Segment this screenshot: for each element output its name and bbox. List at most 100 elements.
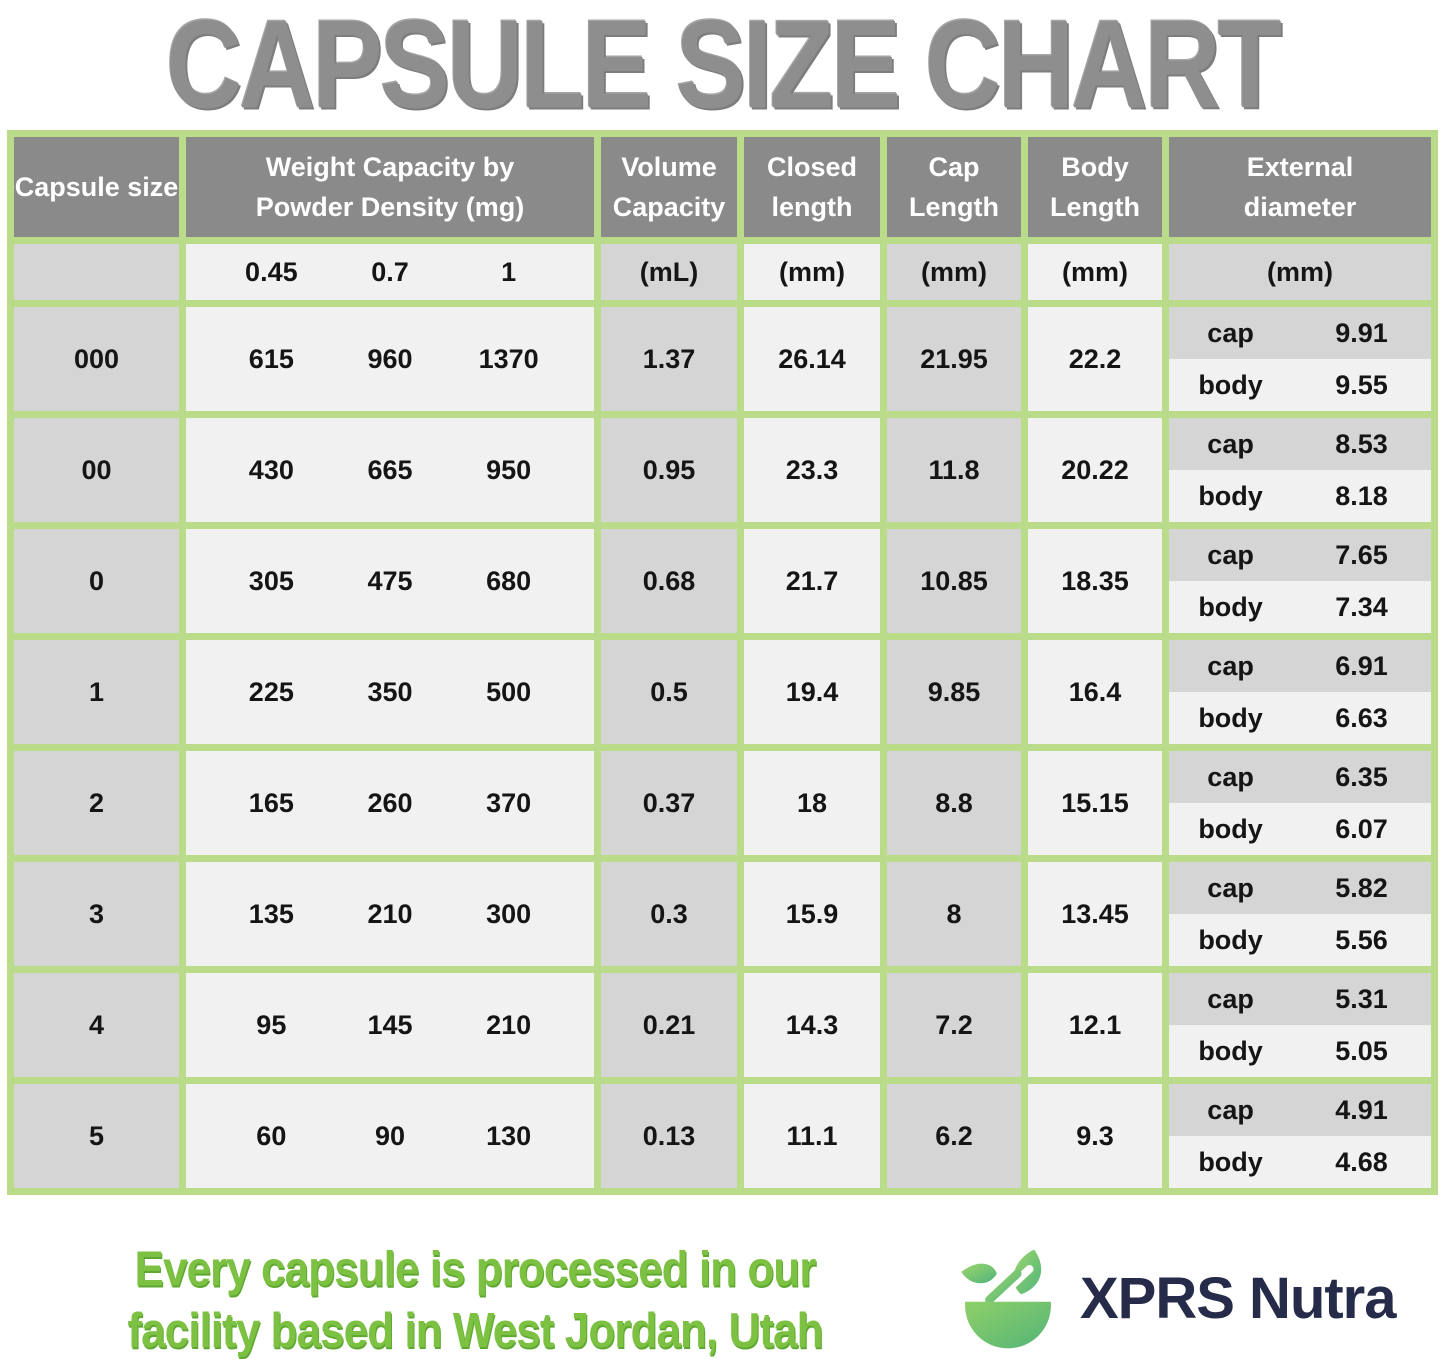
body-length-cell: 12.1	[1028, 973, 1162, 1077]
external-cap-row: cap 5.82	[1169, 862, 1431, 914]
body-length-cell: 16.4	[1028, 640, 1162, 744]
body-length-cell: 15.15	[1028, 751, 1162, 855]
header-line: length	[771, 192, 853, 222]
body-length-cell: 9.3	[1028, 1084, 1162, 1188]
external-diameter-cell: cap 4.91 body 4.68	[1169, 1084, 1431, 1188]
external-body-row: body 6.63	[1169, 692, 1431, 744]
external-cap-row: cap 8.53	[1169, 418, 1431, 470]
external-cap-row: cap 9.91	[1169, 307, 1431, 359]
capsule-size-cell: 4	[14, 973, 179, 1077]
external-diameter-cell: cap 6.91 body 6.63	[1169, 640, 1431, 744]
column-header-weight-capacity: Weight Capacity by Powder Density (mg)	[186, 137, 594, 237]
body-length-cell: 20.22	[1028, 418, 1162, 522]
volume-cell: 0.3	[601, 862, 737, 966]
facility-note-line1: Every capsule is processed in our	[134, 1240, 817, 1297]
header-line: Weight Capacity by	[265, 151, 515, 182]
subheader-cap-unit: (mm)	[887, 244, 1021, 300]
weight-cell: 95 145 210	[186, 973, 594, 1077]
external-cap-row: cap 6.35	[1169, 751, 1431, 803]
header-line: Length	[1050, 192, 1140, 222]
external-cap-row: cap 6.91	[1169, 640, 1431, 692]
weight-cell: 225 350 500	[186, 640, 594, 744]
column-header-closed-length: Closed length	[744, 137, 880, 237]
closed-length-cell: 15.9	[744, 862, 880, 966]
closed-length-cell: 18	[744, 751, 880, 855]
weight-cell: 135 210 300	[186, 862, 594, 966]
external-body-row: body 8.18	[1169, 470, 1431, 522]
volume-cell: 0.5	[601, 640, 737, 744]
facility-note: Every capsule is processed in our facili…	[10, 1238, 941, 1361]
cap-length-cell: 8	[887, 862, 1021, 966]
capsule-size-cell: 5	[14, 1084, 179, 1188]
brand-logo-block: XPRS Nutra	[952, 1242, 1438, 1354]
weight-cell: 615 960 1370	[186, 307, 594, 411]
external-diameter-cell: cap 7.65 body 7.34	[1169, 529, 1431, 633]
subheader-capsule-size-empty	[14, 244, 179, 300]
column-header-external-diameter: External diameter	[1169, 137, 1431, 237]
external-diameter-cell: cap 5.82 body 5.56	[1169, 862, 1431, 966]
density-value: 0.7	[371, 256, 409, 287]
closed-length-cell: 14.3	[744, 973, 880, 1077]
closed-length-cell: 21.7	[744, 529, 880, 633]
closed-length-cell: 23.3	[744, 418, 880, 522]
density-value: 0.45	[245, 256, 298, 287]
closed-length-cell: 26.14	[744, 307, 880, 411]
external-body-row: body 6.07	[1169, 803, 1431, 855]
cap-length-cell: 8.8	[887, 751, 1021, 855]
capsule-size-cell: 0	[14, 529, 179, 633]
capsule-size-cell: 1	[14, 640, 179, 744]
capsule-size-cell: 000	[14, 307, 179, 411]
subheader-densities: 0.45 0.7 1	[186, 244, 594, 300]
volume-cell: 0.68	[601, 529, 737, 633]
body-length-cell: 13.45	[1028, 862, 1162, 966]
external-body-row: body 9.55	[1169, 359, 1431, 411]
header-line: Volume	[621, 151, 717, 182]
closed-length-cell: 11.1	[744, 1084, 880, 1188]
column-header-cap-length: Cap Length	[887, 137, 1021, 237]
brand-name: XPRS Nutra	[1080, 1265, 1397, 1331]
external-diameter-cell: cap 8.53 body 8.18	[1169, 418, 1431, 522]
external-cap-row: cap 7.65	[1169, 529, 1431, 581]
external-diameter-cell: cap 6.35 body 6.07	[1169, 751, 1431, 855]
header-line: diameter	[1243, 192, 1357, 222]
cap-length-cell: 10.85	[887, 529, 1021, 633]
header-line: Length	[909, 192, 999, 222]
subheader-external-unit: (mm)	[1169, 244, 1431, 300]
capsule-size-cell: 00	[14, 418, 179, 522]
volume-cell: 0.13	[601, 1084, 737, 1188]
header-line: Powder Density (mg)	[255, 192, 525, 222]
page-title: CAPSULE SIZE CHART	[165, 0, 1282, 135]
external-cap-row: cap 5.31	[1169, 973, 1431, 1025]
external-body-row: body 7.34	[1169, 581, 1431, 633]
header-line: Cap	[928, 151, 980, 182]
header-line: Closed	[766, 151, 858, 182]
subheader-closed-unit: (mm)	[744, 244, 880, 300]
capsule-size-cell: 2	[14, 751, 179, 855]
closed-length-cell: 19.4	[744, 640, 880, 744]
weight-cell: 60 90 130	[186, 1084, 594, 1188]
external-body-row: body 5.56	[1169, 914, 1431, 966]
weight-cell: 305 475 680	[186, 529, 594, 633]
density-value: 1	[501, 256, 517, 287]
header-line: Capacity	[612, 192, 726, 222]
cap-length-cell: 7.2	[887, 973, 1021, 1077]
external-diameter-cell: cap 9.91 body 9.55	[1169, 307, 1431, 411]
volume-cell: 0.37	[601, 751, 737, 855]
header-line: External	[1246, 151, 1354, 182]
external-body-row: body 5.05	[1169, 1025, 1431, 1077]
capsule-size-cell: 3	[14, 862, 179, 966]
volume-cell: 0.95	[601, 418, 737, 522]
volume-cell: 1.37	[601, 307, 737, 411]
column-header-volume-capacity: Volume Capacity	[601, 137, 737, 237]
external-body-row: body 4.68	[1169, 1136, 1431, 1188]
facility-note-line2: facility based in West Jordan, Utah	[127, 1301, 823, 1358]
external-cap-row: cap 4.91	[1169, 1084, 1431, 1136]
header-line: Body	[1061, 151, 1129, 182]
cap-length-cell: 6.2	[887, 1084, 1021, 1188]
weight-cell: 165 260 370	[186, 751, 594, 855]
capsule-size-table: Capsule size Weight Capacity by Powder D…	[7, 130, 1438, 1195]
subheader-volume-unit: (mL)	[601, 244, 737, 300]
volume-cell: 0.21	[601, 973, 737, 1077]
weight-cell: 430 665 950	[186, 418, 594, 522]
cap-length-cell: 21.95	[887, 307, 1021, 411]
